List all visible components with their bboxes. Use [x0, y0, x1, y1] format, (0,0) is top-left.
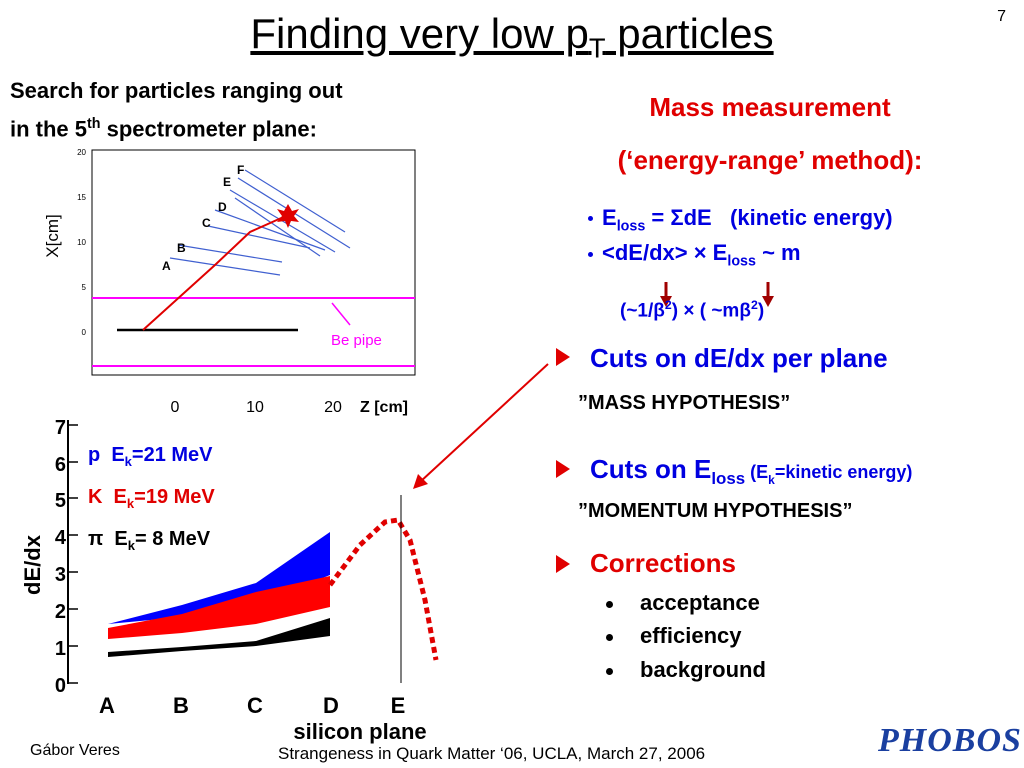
- legend-entry: p Ek=21 MeV: [88, 444, 213, 469]
- bullet: [606, 601, 613, 608]
- frame: [91, 149, 416, 376]
- ticks: [68, 424, 78, 684]
- arrow-bullet: [556, 555, 570, 573]
- arrow-bullet: [556, 348, 570, 366]
- heading: (‘energy-range’ method):: [617, 145, 923, 175]
- x-label: Z [cm]: [360, 399, 408, 416]
- x-tick-label: 20: [324, 399, 342, 416]
- formula: (~1/β2) × ( ~mβ2): [620, 298, 765, 322]
- plane-label: A: [162, 259, 171, 273]
- extrapolation: [328, 517, 439, 661]
- stop-point: [277, 204, 299, 228]
- correction-item: acceptance: [640, 590, 760, 615]
- y-tick-label: 2: [55, 601, 66, 623]
- hits: [169, 169, 351, 276]
- pion-band: [108, 618, 330, 657]
- plane-label: F: [237, 163, 244, 177]
- cut: Cuts on dE/dx per plane: [590, 343, 888, 373]
- legend-entry: π Ek= 8 MeV: [88, 528, 211, 553]
- x-tick-label: B: [173, 693, 189, 718]
- x-tick-label: 10: [246, 399, 264, 416]
- y-tick-label: 0: [55, 675, 66, 697]
- logo: PHOBOS: [878, 722, 1022, 759]
- y-tick-label: 0: [82, 328, 87, 337]
- intro: in the 5th spectrometer plane:: [10, 116, 317, 142]
- pointer: [331, 302, 351, 326]
- y-tick-label: 20: [77, 148, 86, 157]
- top-plot: 20 15 10 5 0 0 10 20 Z [cm] X[cm] A B C …: [43, 148, 416, 416]
- plane-label: C: [202, 216, 211, 230]
- bottom-plot: 0 1 2 3 4 5 6 7 A B C D E silicon plane …: [20, 417, 439, 744]
- y-tick-label: 7: [55, 417, 66, 439]
- cut: Cuts on Eloss (Ek=kinetic energy): [590, 454, 913, 489]
- x-tick-label: E: [391, 693, 406, 718]
- y-tick-label: 6: [55, 454, 66, 476]
- bullet: [606, 634, 613, 641]
- corrections-title: Corrections: [590, 548, 736, 578]
- y-tick-label: 15: [77, 193, 86, 202]
- y-label: dE/dx: [20, 534, 45, 595]
- x-tick-label: C: [247, 693, 263, 718]
- correction-item: background: [640, 657, 766, 682]
- y-tick-label: 5: [82, 283, 87, 292]
- y-tick-label: 10: [77, 238, 86, 247]
- bullet-text: <dE/dx> × Eloss ~ m: [602, 240, 801, 270]
- title: Finding very low pT particles: [250, 10, 774, 64]
- plane-label: B: [177, 241, 186, 255]
- heading: Mass measurement: [649, 92, 891, 122]
- bullet: [588, 216, 593, 221]
- x-label: silicon plane: [293, 719, 426, 744]
- x-tick-label: D: [323, 693, 339, 718]
- bullet: [588, 252, 593, 257]
- arrow-bullet: [556, 460, 570, 478]
- track: [142, 214, 289, 331]
- arrow-head: [413, 474, 428, 489]
- y-tick-label: 1: [55, 638, 66, 660]
- y-label: X[cm]: [43, 214, 62, 257]
- y-tick-label: 4: [55, 527, 67, 549]
- cut-note: ”MASS HYPOTHESIS”: [578, 392, 791, 414]
- intro: Search for particles ranging out: [10, 78, 343, 103]
- bullet: [606, 668, 613, 675]
- legend-entry: K Ek=19 MeV: [88, 486, 215, 511]
- correction-item: efficiency: [640, 623, 742, 648]
- x-tick-label: A: [99, 693, 115, 718]
- x-tick-label: 0: [171, 399, 180, 416]
- y-tick-label: 5: [55, 490, 66, 512]
- plane-label: D: [218, 200, 227, 214]
- bullet-text: Eloss = ΣdE (kinetic energy): [602, 205, 893, 235]
- y-tick-label: 3: [55, 564, 66, 586]
- cut-note: ”MOMENTUM HYPOTHESIS”: [578, 500, 853, 522]
- plane-label: E: [223, 175, 231, 189]
- annotation: Be pipe: [331, 332, 382, 349]
- conference: Strangeness in Quark Matter ‘06, UCLA, M…: [278, 744, 706, 763]
- arrow-line: [419, 363, 549, 483]
- arrow-head: [660, 296, 672, 307]
- arrow-head: [762, 296, 774, 307]
- kaon-band: [108, 576, 330, 639]
- author: Gábor Veres: [30, 742, 120, 759]
- page-number: 7: [997, 8, 1006, 25]
